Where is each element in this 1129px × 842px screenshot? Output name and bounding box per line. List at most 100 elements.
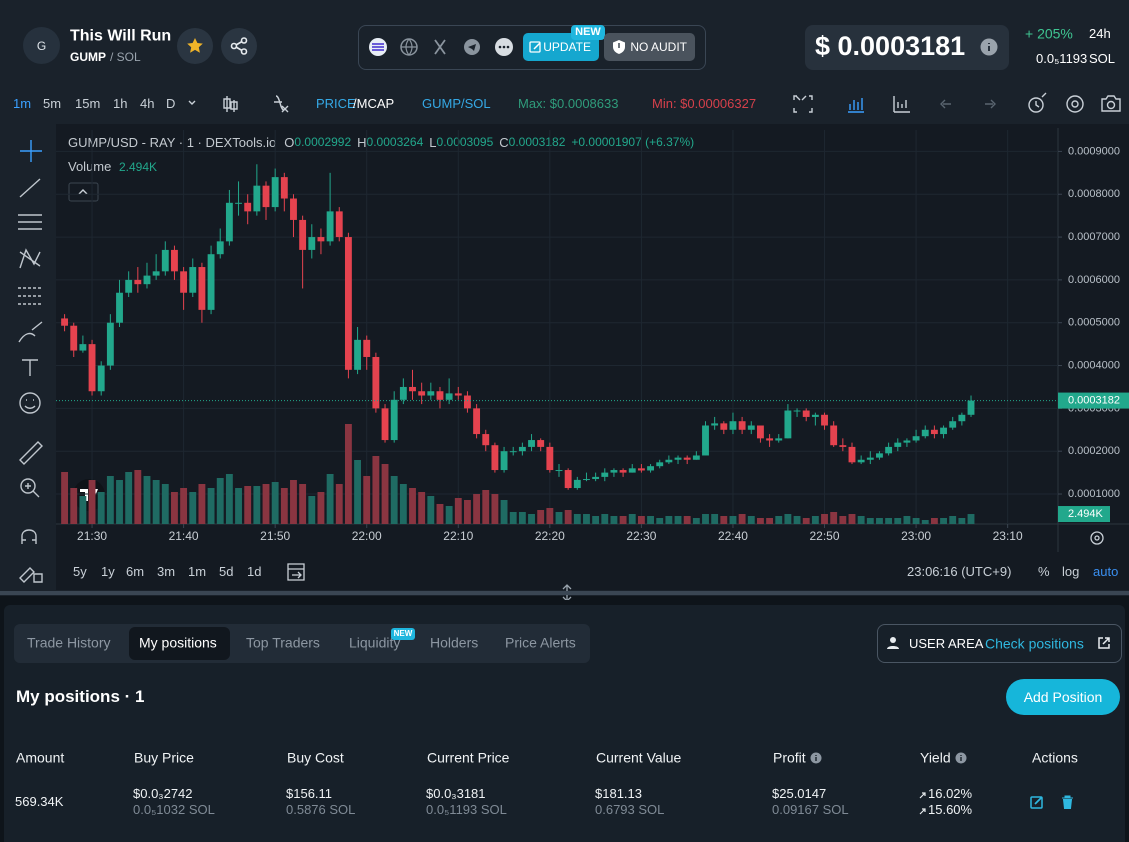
favorite-button[interactable] bbox=[177, 28, 213, 64]
x-tick-label: 22:30 bbox=[626, 529, 656, 543]
tab[interactable]: Price Alerts bbox=[505, 634, 576, 651]
legend-label: H bbox=[357, 135, 367, 151]
current-price-sol: 0.0₅1193 SOL bbox=[426, 802, 507, 818]
token-name: This Will Run bbox=[70, 27, 172, 45]
collapse-button[interactable] bbox=[68, 182, 99, 202]
x-tick-label: 21:40 bbox=[169, 529, 199, 543]
interval[interactable]: 1h bbox=[113, 96, 128, 112]
candle-body bbox=[143, 275, 151, 285]
last-price-label: 0.0003182 bbox=[1068, 394, 1120, 406]
share-button[interactable] bbox=[221, 28, 257, 64]
x-tick-label: 22:10 bbox=[443, 529, 473, 543]
check-positions[interactable]: Check positions bbox=[985, 635, 1084, 652]
mcap-toggle[interactable]: /MCAP bbox=[353, 96, 395, 112]
volume-bar bbox=[509, 512, 517, 524]
volume-bar bbox=[161, 484, 169, 524]
legend-label: O bbox=[284, 135, 295, 151]
min-price: Min: $0.00006327 bbox=[652, 96, 757, 112]
edit-position[interactable] bbox=[1030, 795, 1044, 809]
candle-body bbox=[171, 249, 178, 272]
candle-body bbox=[546, 446, 554, 471]
volume-bar bbox=[619, 516, 627, 524]
candle-body bbox=[921, 429, 929, 437]
volume-bar bbox=[848, 514, 856, 524]
tab[interactable]: Holders bbox=[430, 634, 479, 651]
x-tick-label: 22:40 bbox=[718, 529, 748, 543]
max-price: Max: $0.0008633 bbox=[518, 96, 619, 112]
tab[interactable]: My positions bbox=[139, 634, 217, 651]
volume-bar bbox=[583, 514, 590, 524]
tab[interactable]: Trade History bbox=[27, 634, 111, 651]
pane-separator[interactable] bbox=[0, 591, 1129, 595]
percent-toggle[interactable]: % bbox=[1038, 564, 1050, 580]
volume-bar bbox=[171, 492, 178, 524]
x-tick-label: 21:30 bbox=[77, 529, 107, 543]
candle-body bbox=[930, 429, 938, 435]
yield-arrows bbox=[919, 792, 926, 815]
tab-bar bbox=[14, 624, 590, 663]
avatar: G bbox=[23, 27, 60, 64]
candle-body bbox=[628, 468, 636, 473]
candle-body bbox=[647, 466, 654, 471]
interval[interactable]: 15m bbox=[75, 96, 101, 112]
legend-value: 0.0003095 bbox=[436, 135, 494, 150]
interval[interactable]: 1m bbox=[13, 96, 32, 112]
delete-position[interactable] bbox=[1061, 795, 1074, 809]
volume-bar bbox=[244, 486, 252, 524]
volume-bar bbox=[482, 490, 490, 524]
candle-body bbox=[637, 468, 645, 471]
volume-bar bbox=[198, 484, 206, 524]
user-icon bbox=[887, 637, 899, 649]
range[interactable]: 1y bbox=[101, 564, 115, 580]
range[interactable]: 3m bbox=[157, 564, 176, 580]
candle-body bbox=[427, 391, 435, 396]
column-header: Amount bbox=[16, 749, 65, 766]
interval[interactable]: 5m bbox=[43, 96, 62, 112]
log-toggle[interactable]: log bbox=[1062, 564, 1080, 580]
candle-body bbox=[189, 267, 197, 293]
volume-bar bbox=[409, 488, 416, 524]
range[interactable]: 6m bbox=[126, 564, 145, 580]
volume-bar bbox=[262, 484, 270, 524]
candle-body bbox=[573, 479, 581, 489]
add-position-button[interactable]: Add Position bbox=[1006, 679, 1120, 715]
range[interactable]: 5y bbox=[73, 564, 87, 580]
tab[interactable]: Top Traders bbox=[246, 634, 320, 651]
volume-bar bbox=[702, 514, 709, 524]
range[interactable]: 1d bbox=[247, 564, 262, 580]
volume-bar bbox=[308, 496, 316, 524]
volume-bar bbox=[692, 518, 700, 524]
volume-bar bbox=[564, 510, 572, 524]
candle-body bbox=[610, 470, 618, 473]
candle-body bbox=[244, 202, 252, 212]
auto-toggle[interactable]: auto bbox=[1093, 564, 1119, 580]
volume-bar bbox=[793, 516, 801, 524]
legend-value: 0.0003182 bbox=[508, 135, 566, 150]
price-toggle[interactable]: PRICE bbox=[316, 96, 356, 112]
info-icon bbox=[955, 752, 967, 764]
last-volume-badge bbox=[1058, 506, 1110, 523]
volume-bar bbox=[729, 516, 737, 524]
toolbar-icons bbox=[188, 92, 1121, 113]
change-period: 24h bbox=[1089, 26, 1111, 42]
current-price: $0.0₃3181 bbox=[426, 786, 486, 802]
volume-bar bbox=[958, 518, 966, 524]
volume-bar bbox=[335, 484, 343, 524]
y-tick-label: 0.0009000 bbox=[1068, 145, 1120, 157]
volume-bar bbox=[940, 518, 947, 524]
candle-body bbox=[894, 442, 902, 447]
range[interactable]: 1m bbox=[188, 564, 207, 580]
candle-body bbox=[903, 440, 911, 443]
volume-bar bbox=[518, 512, 526, 524]
interval[interactable]: 4h bbox=[140, 96, 155, 112]
tab[interactable]: Liquidity bbox=[349, 634, 401, 651]
candle-body bbox=[482, 434, 490, 446]
user-area: USER AREA bbox=[909, 636, 984, 652]
candle-body bbox=[940, 427, 947, 435]
legend-change: +0.00001907 (+6.37%) bbox=[571, 135, 695, 150]
pair-toggle[interactable]: GUMP/SOL bbox=[422, 96, 491, 112]
candle-body bbox=[756, 425, 764, 439]
range[interactable]: 5d bbox=[219, 564, 234, 580]
interval[interactable]: D bbox=[166, 96, 176, 112]
volume-bar bbox=[116, 480, 123, 524]
